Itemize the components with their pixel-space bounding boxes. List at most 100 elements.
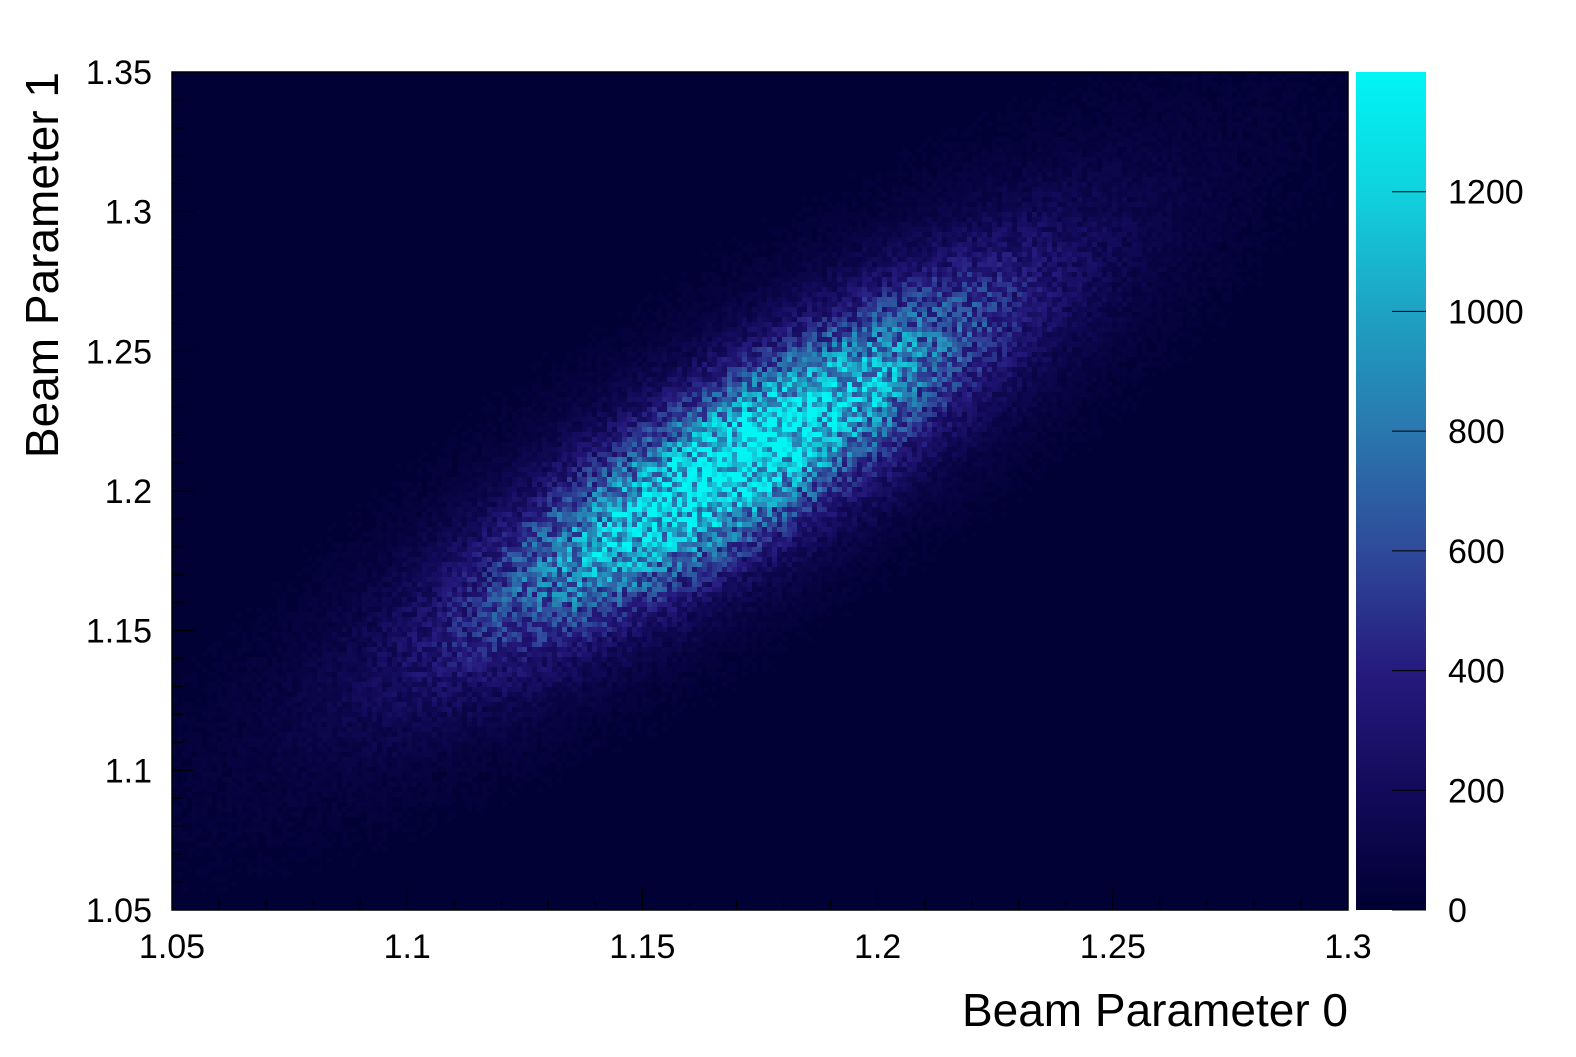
heatmap-cell xyxy=(752,337,757,342)
heatmap-cell xyxy=(1212,237,1217,242)
heatmap-cell xyxy=(882,337,887,342)
heatmap-cell xyxy=(897,202,902,207)
heatmap-cell xyxy=(1012,97,1017,102)
heatmap-cell xyxy=(802,317,807,322)
heatmap-cell xyxy=(1172,337,1177,342)
heatmap-cell xyxy=(737,367,742,372)
heatmap-cell xyxy=(847,227,852,232)
heatmap-cell xyxy=(967,132,972,137)
heatmap-cell xyxy=(1117,272,1122,277)
heatmap-cell xyxy=(907,292,912,297)
heatmap-cell xyxy=(692,362,697,367)
heatmap-cell xyxy=(937,362,942,367)
heatmap-cell xyxy=(1102,307,1107,312)
heatmap-cell xyxy=(967,147,972,152)
heatmap-cell xyxy=(777,272,782,277)
heatmap-cell xyxy=(647,367,652,372)
heatmap-cell xyxy=(1107,107,1112,112)
heatmap-cell xyxy=(1012,122,1017,127)
heatmap-cell xyxy=(747,277,752,282)
heatmap-cell xyxy=(947,282,952,287)
heatmap-cell xyxy=(597,357,602,362)
heatmap-cell xyxy=(1107,312,1112,317)
heatmap-cell xyxy=(1057,187,1062,192)
heatmap-cell xyxy=(1247,172,1252,177)
heatmap-cell xyxy=(972,257,977,262)
heatmap-cell xyxy=(822,222,827,227)
heatmap-cell xyxy=(1107,167,1112,172)
heatmap-cell xyxy=(702,292,707,297)
heatmap-cell xyxy=(1172,357,1177,362)
heatmap-cell xyxy=(672,357,677,362)
heatmap-cell xyxy=(1217,137,1222,142)
heatmap-cell xyxy=(1162,307,1167,312)
heatmap-cell xyxy=(857,247,862,252)
heatmap-cell xyxy=(1192,82,1197,87)
heatmap-cell xyxy=(907,207,912,212)
heatmap-cell xyxy=(1097,182,1102,187)
heatmap-cell xyxy=(957,252,962,257)
heatmap-cell xyxy=(1187,277,1192,282)
heatmap-cell xyxy=(852,332,857,337)
heatmap-cell xyxy=(797,267,802,272)
heatmap-cell xyxy=(937,262,942,267)
heatmap-cell xyxy=(1092,222,1097,227)
heatmap-cell xyxy=(1182,312,1187,317)
heatmap-cell xyxy=(892,197,897,202)
heatmap-cell xyxy=(972,332,977,337)
heatmap-cell xyxy=(1182,267,1187,272)
heatmap-cell xyxy=(882,207,887,212)
heatmap-cell xyxy=(1187,182,1192,187)
heatmap-cell xyxy=(987,182,992,187)
heatmap-cell xyxy=(1122,147,1127,152)
heatmap-cell xyxy=(982,172,987,177)
heatmap-cell xyxy=(1162,342,1167,347)
heatmap-cell xyxy=(847,362,852,367)
heatmap-cell xyxy=(767,327,772,332)
heatmap-cell xyxy=(1187,192,1192,197)
heatmap-cell xyxy=(937,237,942,242)
heatmap-cell xyxy=(1092,187,1097,192)
heatmap-cell xyxy=(1067,187,1072,192)
heatmap-cell xyxy=(1052,307,1057,312)
heatmap-cell xyxy=(1147,327,1152,332)
heatmap-cell xyxy=(1107,127,1112,132)
heatmap-cell xyxy=(1022,257,1027,262)
heatmap-cell xyxy=(842,257,847,262)
heatmap-cell xyxy=(1027,147,1032,152)
heatmap-cell xyxy=(1237,127,1242,132)
heatmap-cell xyxy=(1092,312,1097,317)
heatmap-cell xyxy=(1017,292,1022,297)
heatmap-cell xyxy=(932,297,937,302)
heatmap-cell xyxy=(1017,342,1022,347)
heatmap-cell xyxy=(1162,357,1167,362)
heatmap-cell xyxy=(947,272,952,277)
heatmap-cell xyxy=(1037,132,1042,137)
heatmap-cell xyxy=(737,317,742,322)
heatmap-cell xyxy=(637,352,642,357)
heatmap-cell xyxy=(1137,152,1142,157)
heatmap-cell xyxy=(1217,127,1222,132)
heatmap-cell xyxy=(992,352,997,357)
heatmap-cell xyxy=(1217,122,1222,127)
heatmap-cell xyxy=(1222,257,1227,262)
heatmap-cell xyxy=(1037,227,1042,232)
heatmap-cell xyxy=(1112,237,1117,242)
heatmap-cell xyxy=(902,342,907,347)
heatmap-cell xyxy=(1132,312,1137,317)
heatmap-cell xyxy=(1132,272,1137,277)
heatmap-cell xyxy=(837,267,842,272)
heatmap-cell xyxy=(1052,292,1057,297)
heatmap-cell xyxy=(1087,137,1092,142)
heatmap-cell xyxy=(932,162,937,167)
heatmap-cell xyxy=(892,322,897,327)
heatmap-cell xyxy=(632,352,637,357)
heatmap-cell xyxy=(937,242,942,247)
heatmap-cell xyxy=(1057,182,1062,187)
heatmap-cell xyxy=(917,347,922,352)
heatmap-cell xyxy=(952,342,957,347)
heatmap-cell xyxy=(987,307,992,312)
heatmap-cell xyxy=(927,277,932,282)
heatmap-cell xyxy=(1047,252,1052,257)
heatmap-cell xyxy=(1132,247,1137,252)
